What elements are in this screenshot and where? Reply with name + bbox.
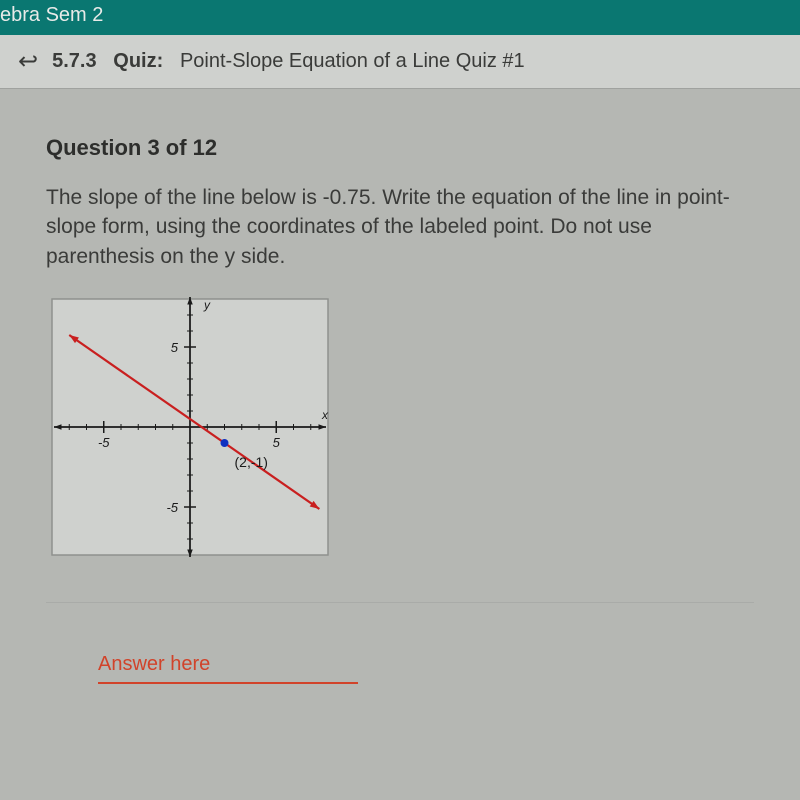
- nav-section: 5.7.3: [52, 50, 96, 72]
- graph: -5 5 -5 5 y x (2,-1): [50, 297, 330, 557]
- course-tab[interactable]: ebra Sem 2: [0, 0, 800, 35]
- back-icon[interactable]: ↪: [18, 47, 38, 76]
- nav-title: 5.7.3 Quiz: Point-Slope Equation of a Li…: [52, 50, 525, 73]
- nav-quiz-title: Point-Slope Equation of a Line Quiz #1: [180, 50, 525, 72]
- content-area: Question 3 of 12 The slope of the line b…: [0, 89, 800, 684]
- nav-kind: Quiz:: [113, 50, 163, 72]
- question-header: Question 3 of 12: [46, 135, 754, 161]
- answer-area[interactable]: Answer here: [46, 653, 754, 684]
- svg-text:5: 5: [171, 340, 179, 355]
- svg-text:5: 5: [273, 435, 281, 450]
- nav-bar: ↪ 5.7.3 Quiz: Point-Slope Equation of a …: [0, 35, 800, 89]
- svg-text:y: y: [203, 298, 211, 312]
- svg-text:-5: -5: [166, 500, 178, 515]
- svg-text:x: x: [321, 408, 329, 422]
- svg-text:(2,-1): (2,-1): [235, 454, 268, 470]
- divider: [46, 602, 754, 603]
- answer-input[interactable]: Answer here: [98, 653, 358, 684]
- course-tab-label: ebra Sem 2: [0, 4, 103, 26]
- question-text: The slope of the line below is -0.75. Wr…: [46, 183, 754, 271]
- svg-text:-5: -5: [98, 435, 110, 450]
